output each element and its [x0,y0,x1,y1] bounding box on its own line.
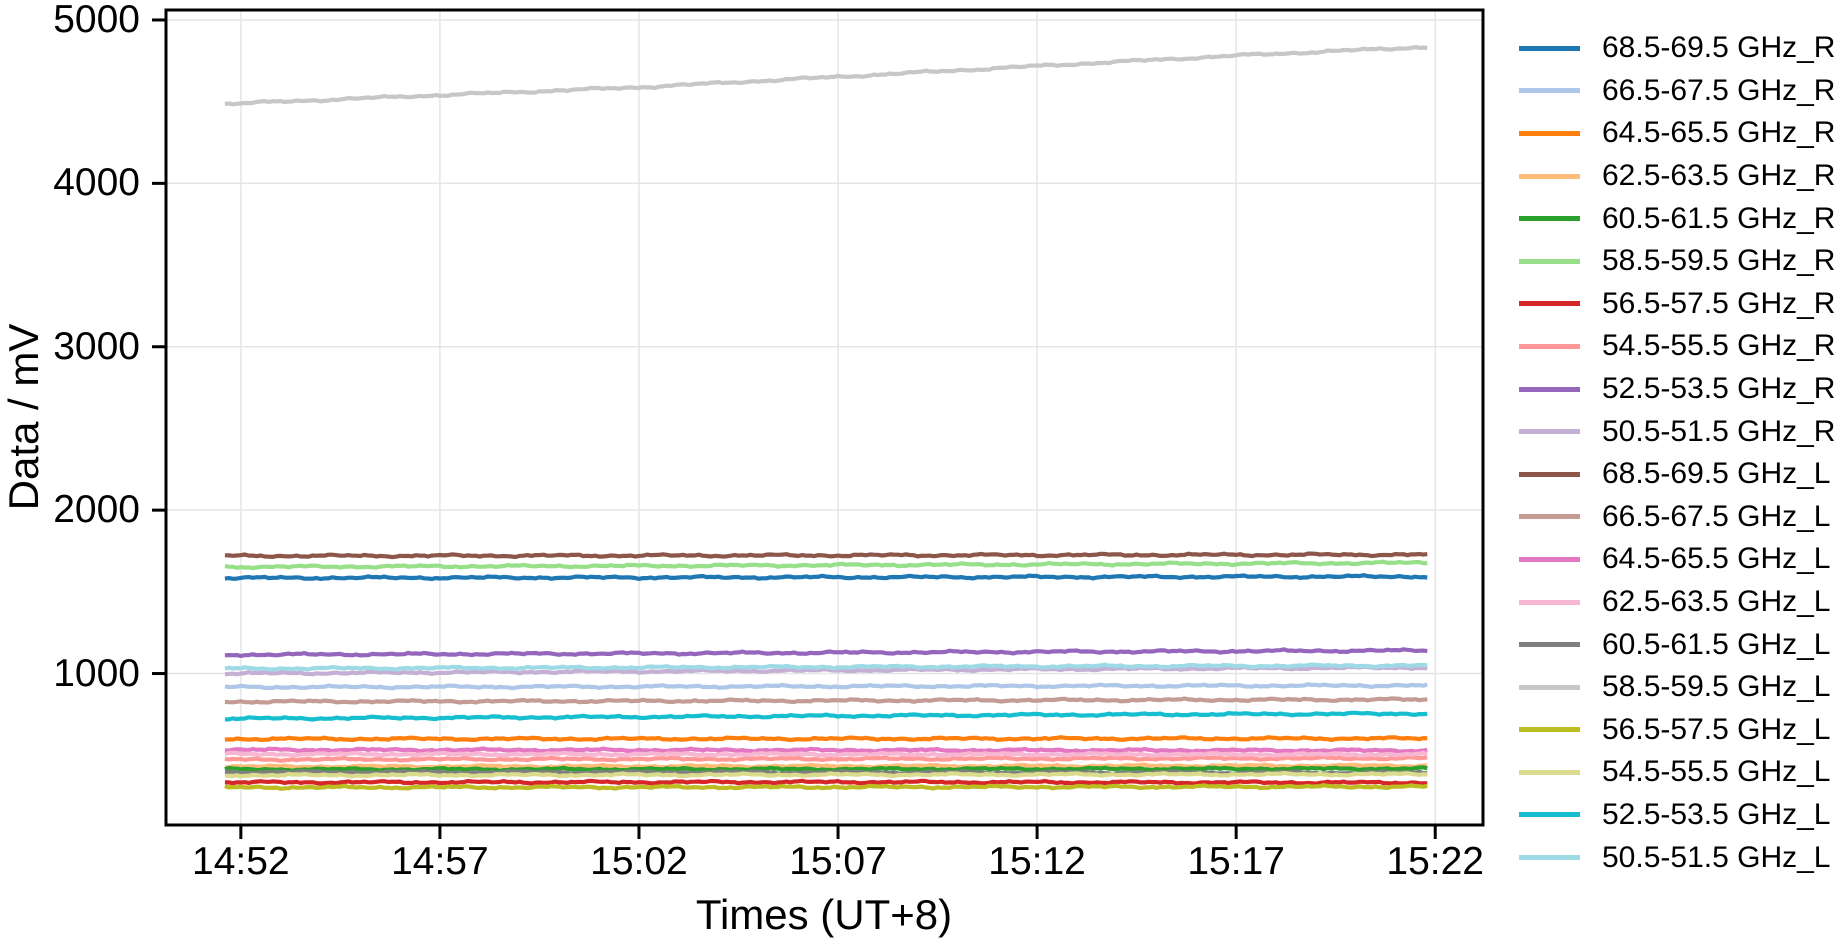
legend-swatch [1519,855,1580,861]
legend-item: 56.5-57.5 GHz_L [1519,709,1835,752]
legend-label: 66.5-67.5 GHz_R [1602,73,1836,107]
series-line-64.5-65.5-GHz_R [224,735,1428,743]
legend-item: 64.5-65.5 GHz_R [1519,112,1835,155]
legend-swatch [1519,173,1580,179]
legend-item: 56.5-57.5 GHz_R [1519,283,1835,326]
legend-label: 56.5-57.5 GHz_L [1602,712,1831,746]
legend-item: 62.5-63.5 GHz_R [1519,155,1835,198]
legend-label: 58.5-59.5 GHz_R [1602,244,1836,278]
series-line-62.5-63.5-GHz_L [224,750,1428,758]
legend-swatch [1519,343,1580,349]
x-tick-label: 14:52 [192,840,290,883]
legend-item: 64.5-65.5 GHz_L [1519,538,1835,581]
x-tick-label: 15:02 [590,840,688,883]
series-line-66.5-67.5-GHz_L [224,696,1428,705]
legend-swatch [1519,727,1580,733]
y-tick-label: 1000 [53,651,140,695]
x-tick-label: 14:57 [391,840,489,883]
series-line-52.5-53.5-GHz_L [224,710,1428,722]
legend-label: 66.5-67.5 GHz_L [1602,499,1831,533]
legend-swatch [1519,556,1580,562]
legend-swatch [1519,130,1580,136]
legend-item: 66.5-67.5 GHz_L [1519,496,1835,539]
legend-swatch [1519,429,1580,435]
x-tick-label: 15:12 [988,840,1086,883]
series-line-66.5-67.5-GHz_R [224,682,1428,691]
legend-label: 58.5-59.5 GHz_L [1602,670,1831,704]
legend-swatch [1519,45,1580,51]
series-line-56.5-57.5-GHz_L [224,783,1428,791]
series-line-50.5-51.5-GHz_L [224,662,1428,672]
legend: 68.5-69.5 GHz_R 66.5-67.5 GHz_R 64.5-65.5 … [1519,27,1835,879]
legend-swatch [1519,216,1580,222]
legend-swatch [1519,642,1580,648]
x-tick-label: 15:07 [789,840,887,883]
series-line-64.5-65.5-GHz_L [224,746,1428,754]
legend-item: 50.5-51.5 GHz_R [1519,410,1835,453]
legend-item: 60.5-61.5 GHz_R [1519,197,1835,240]
legend-label: 50.5-51.5 GHz_R [1602,414,1836,448]
legend-item: 66.5-67.5 GHz_R [1519,70,1835,113]
legend-label: 68.5-69.5 GHz_R [1602,31,1836,65]
legend-item: 54.5-55.5 GHz_L [1519,751,1835,794]
y-tick-label: 4000 [53,161,140,205]
legend-item: 54.5-55.5 GHz_R [1519,325,1835,368]
legend-label: 52.5-53.5 GHz_L [1602,797,1831,831]
y-tick-label: 5000 [53,0,140,41]
legend-label: 62.5-63.5 GHz_R [1602,159,1836,193]
legend-item: 52.5-53.5 GHz_R [1519,368,1835,411]
legend-item: 68.5-69.5 GHz_R [1519,27,1835,70]
y-tick-label: 2000 [53,488,140,532]
legend-swatch [1519,769,1580,775]
legend-label: 54.5-55.5 GHz_R [1602,329,1836,363]
y-tick-label: 3000 [53,324,140,368]
legend-item: 52.5-53.5 GHz_L [1519,794,1835,837]
legend-item: 60.5-61.5 GHz_L [1519,623,1835,666]
series-line-68.5-69.5-GHz_R [224,573,1428,582]
legend-label: 60.5-61.5 GHz_L [1602,627,1831,661]
y-axis-title: Data / mV [0,323,47,511]
series-line-58.5-59.5-GHz_L [224,45,1428,107]
legend-swatch [1519,258,1580,264]
legend-swatch [1519,812,1580,818]
x-tick-label: 15:22 [1386,840,1485,883]
legend-item: 68.5-69.5 GHz_L [1519,453,1835,496]
legend-label: 56.5-57.5 GHz_R [1602,286,1836,320]
legend-item: 62.5-63.5 GHz_L [1519,581,1835,624]
legend-label: 54.5-55.5 GHz_L [1602,755,1831,789]
series-line-54.5-55.5-GHz_L [224,770,1428,779]
legend-label: 64.5-65.5 GHz_L [1602,542,1831,576]
legend-item: 58.5-59.5 GHz_L [1519,666,1835,709]
legend-label: 68.5-69.5 GHz_L [1602,457,1831,491]
series-line-56.5-57.5-GHz_R [224,778,1428,786]
legend-swatch [1519,386,1580,392]
x-axis-title: Times (UT+8) [695,891,953,938]
legend-label: 52.5-53.5 GHz_R [1602,372,1836,406]
series-line-54.5-55.5-GHz_R [224,754,1428,763]
legend-label: 60.5-61.5 GHz_R [1602,201,1836,235]
legend-swatch [1519,599,1580,605]
series-line-58.5-59.5-GHz_R [224,559,1428,571]
legend-label: 50.5-51.5 GHz_L [1602,840,1831,874]
legend-item: 50.5-51.5 GHz_L [1519,836,1835,879]
legend-swatch [1519,471,1580,477]
x-tick-label: 15:17 [1187,840,1285,883]
legend-swatch [1519,88,1580,94]
legend-swatch [1519,301,1580,307]
legend-item: 58.5-59.5 GHz_R [1519,240,1835,283]
legend-swatch [1519,514,1580,520]
plot-border [164,8,1485,827]
series-line-68.5-69.5-GHz_L [224,551,1428,560]
legend-label: 62.5-63.5 GHz_L [1602,585,1831,619]
legend-label: 64.5-65.5 GHz_R [1602,116,1836,150]
series-line-52.5-53.5-GHz_R [224,647,1428,659]
legend-swatch [1519,684,1580,690]
